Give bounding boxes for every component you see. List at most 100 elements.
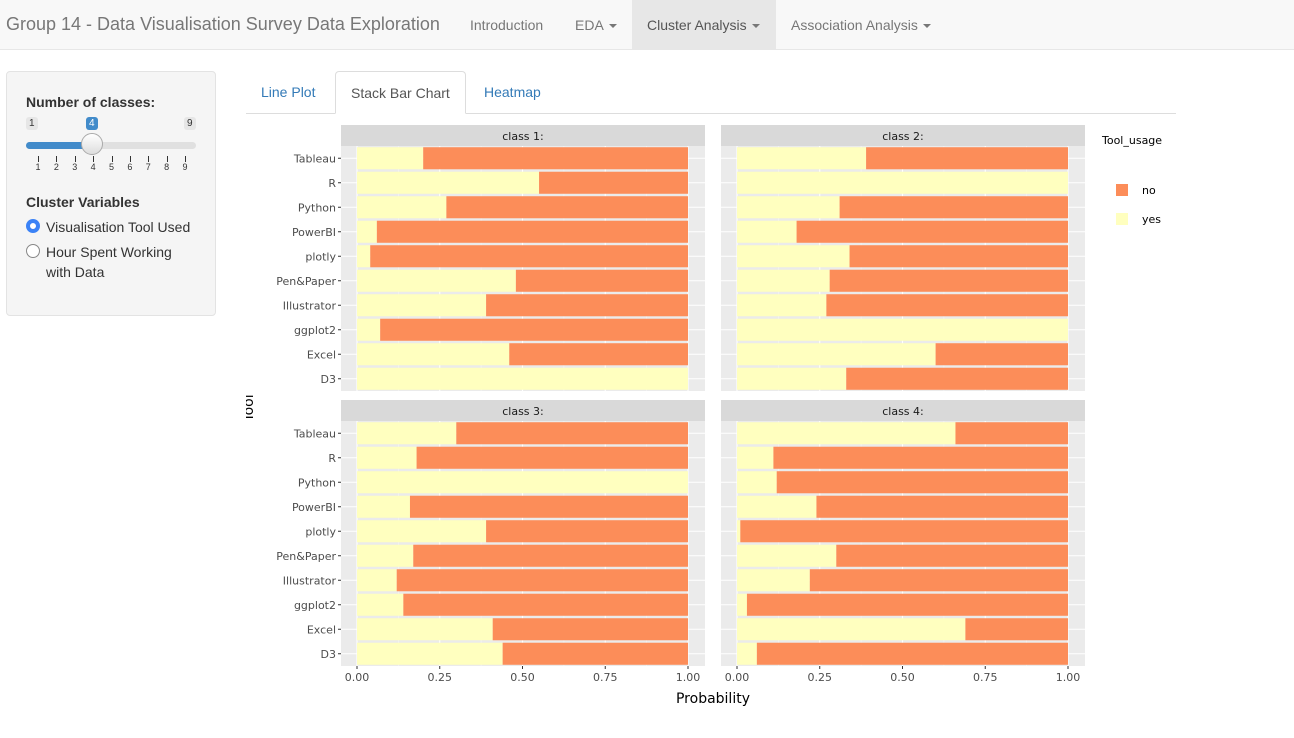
facet-strip-label: class 1: <box>502 130 544 143</box>
y-tick-label: PowerBI <box>292 226 336 239</box>
bar-yes-Tableau <box>737 422 956 445</box>
slider-track[interactable] <box>26 142 196 149</box>
slider-grid-tick <box>166 156 168 162</box>
bar-no-Python <box>776 471 1068 494</box>
y-tick-label: Tableau <box>293 152 336 165</box>
bar-yes-Excel <box>357 343 510 366</box>
slider-grid-label: 2 <box>53 162 59 172</box>
bar-yes-Illustrator <box>737 294 827 317</box>
y-tick-label: Pen&Paper <box>276 275 336 288</box>
slider-grid-tick <box>185 156 186 162</box>
bar-yes-D3 <box>737 367 847 390</box>
caret-down-icon <box>751 24 760 29</box>
y-tick-label: Illustrator <box>283 574 337 587</box>
y-tick-label: plotly <box>305 525 336 538</box>
bar-yes-D3 <box>357 642 503 665</box>
x-tick-label: 1.00 <box>1056 671 1081 684</box>
radio-label: Visualisation Tool Used <box>46 219 191 235</box>
y-tick-label: plotly <box>305 250 336 263</box>
slider-value-label: 4 <box>86 117 98 130</box>
tab-bar: Line Plot Stack Bar Chart Heatmap <box>246 71 1176 114</box>
tab-heatmap[interactable]: Heatmap <box>484 84 541 100</box>
bar-yes-Python <box>357 471 688 494</box>
slider-handle[interactable] <box>81 133 103 155</box>
bar-no-ggplot2 <box>380 318 688 341</box>
x-tick-label: 0.50 <box>890 671 915 684</box>
bar-no-D3 <box>756 642 1068 665</box>
radio-checked-icon[interactable] <box>26 219 40 233</box>
nav-eda[interactable]: EDA <box>560 0 632 50</box>
bar-no-PowerBI <box>816 495 1068 518</box>
caret-down-icon <box>608 24 617 29</box>
bar-no-Excel <box>965 618 1068 641</box>
nav-introduction[interactable]: Introduction <box>455 0 558 50</box>
bar-no-plotly <box>370 245 688 268</box>
bar-no-Pen&Paper <box>829 269 1068 292</box>
app-title[interactable]: Group 14 - Data Visualisation Survey Dat… <box>6 14 440 34</box>
tab-line-plot[interactable]: Line Plot <box>261 84 316 100</box>
radio-unchecked-icon[interactable] <box>26 244 40 258</box>
facet-strip <box>341 125 705 146</box>
bar-yes-Tableau <box>737 147 867 170</box>
legend-label-no: no <box>1142 184 1156 197</box>
bar-no-Pen&Paper <box>515 269 688 292</box>
y-tick-label: Tableau <box>293 427 336 440</box>
caret-down-icon <box>922 24 931 29</box>
bar-yes-plotly <box>357 520 487 543</box>
bar-no-PowerBI <box>796 220 1068 243</box>
radio-label: Hour Spent Working with Data <box>46 244 172 280</box>
bar-yes-ggplot2 <box>737 318 1068 341</box>
bar-no-R <box>773 446 1068 469</box>
bar-yes-Illustrator <box>737 569 810 592</box>
bar-yes-Pen&Paper <box>357 269 516 292</box>
facet-panel-2: class 2: <box>721 125 1085 391</box>
x-tick-label: 0.25 <box>808 671 833 684</box>
facet-strip-label: class 2: <box>882 130 924 143</box>
bar-yes-Excel <box>357 618 493 641</box>
slider-grid-label: 1 <box>35 162 41 172</box>
nav-association-analysis[interactable]: Association Analysis <box>776 0 946 50</box>
bar-yes-Python <box>737 471 777 494</box>
bar-yes-plotly <box>737 245 850 268</box>
bar-no-Excel <box>509 343 688 366</box>
bar-no-Pen&Paper <box>836 544 1068 567</box>
bar-no-Tableau <box>866 147 1068 170</box>
bar-no-D3 <box>846 367 1068 390</box>
bar-no-ggplot2 <box>403 593 688 616</box>
facet-strip <box>341 400 705 421</box>
classes-label: Number of classes: <box>26 94 156 110</box>
bar-yes-R <box>357 171 540 194</box>
bar-yes-Excel <box>737 343 936 366</box>
facet-panel-3: class 3: Tableau R Python PowerBI plotly Pen&P… <box>276 400 705 684</box>
bar-yes-Tableau <box>357 147 424 170</box>
sidebar-panel: Number of classes: 1 4 9 1 2 3 4 5 6 7 8 9 Clust… <box>6 71 216 316</box>
bar-yes-D3 <box>737 642 757 665</box>
tab-stack-bar-chart[interactable]: Stack Bar Chart <box>335 71 466 114</box>
bar-yes-ggplot2 <box>357 318 381 341</box>
stacked-bar-chart: class 1: Tableau R Python PowerBI plotly Pen&P… <box>246 125 1162 707</box>
bar-no-R <box>416 446 688 469</box>
bar-no-Illustrator <box>486 294 688 317</box>
bar-no-R <box>539 171 688 194</box>
bar-yes-plotly <box>357 245 371 268</box>
facet-strip <box>721 125 1085 146</box>
y-tick-label: D3 <box>321 373 336 386</box>
y-tick-label: Pen&Paper <box>276 550 336 563</box>
y-tick-label: PowerBI <box>292 501 336 514</box>
x-tick-label: 0.50 <box>510 671 535 684</box>
bar-no-Python <box>446 196 688 219</box>
bar-no-Python <box>839 196 1068 219</box>
y-tick-label: Excel <box>307 348 336 361</box>
y-tick-label: ggplot2 <box>294 324 336 337</box>
bar-yes-R <box>737 171 1068 194</box>
bar-no-Pen&Paper <box>413 544 688 567</box>
bar-yes-R <box>737 446 774 469</box>
facet-strip <box>721 400 1085 421</box>
slider-grid-label: 9 <box>182 162 188 172</box>
nav-cluster-analysis[interactable]: Cluster Analysis <box>632 0 776 50</box>
slider-grid-tick <box>38 156 39 162</box>
y-tick-label: Excel <box>307 623 336 636</box>
bar-yes-plotly <box>737 520 741 543</box>
x-tick-label: 0.00 <box>725 671 750 684</box>
slider-grid-tick <box>93 156 95 162</box>
